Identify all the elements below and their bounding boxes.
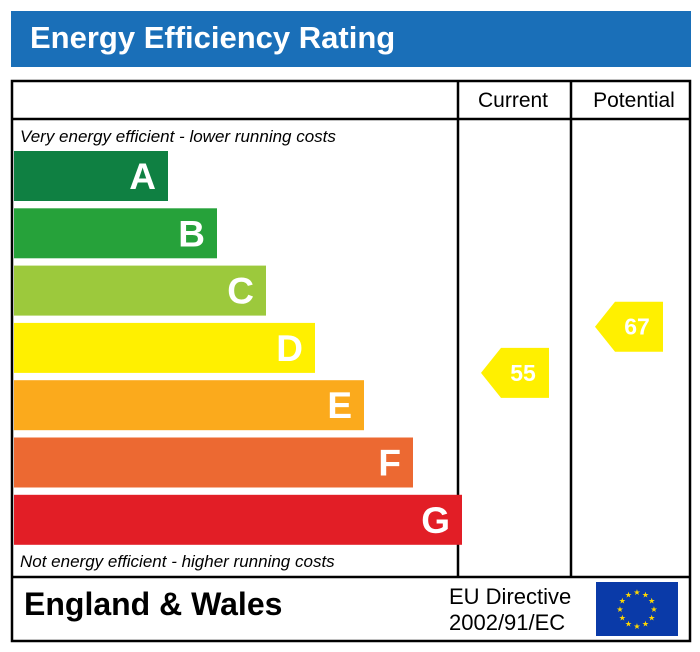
band-b [14, 208, 217, 259]
band-letter-d: D [276, 328, 303, 369]
current-rating-arrow [481, 347, 549, 398]
eu-directive-line2: 2002/91/EC [449, 610, 566, 635]
chart-header: Energy Efficiency Rating [11, 11, 691, 67]
eu-star: ★ [619, 597, 626, 606]
eu-star: ★ [642, 620, 649, 629]
eu-star: ★ [650, 605, 657, 614]
column-header-potential: Potential [593, 89, 675, 112]
eu-directive-line1: EU Directive [449, 584, 572, 609]
bottom-note: Not energy efficient - higher running co… [20, 552, 335, 571]
band-f [14, 437, 413, 488]
eu-flag-stars: ★ ★★★★★★★★★★★ [616, 588, 657, 631]
band-c [14, 265, 266, 316]
eu-star: ★ [633, 588, 640, 597]
eu-star: ★ [642, 590, 649, 599]
eu-star: ★ [648, 597, 655, 606]
band-letter-g: G [421, 500, 450, 541]
eu-flag-icon: ★ ★ ★ ★ ★ ★ ★ ★ ★ ★ ★ ★ [596, 582, 678, 636]
eu-star: ★ [619, 614, 626, 623]
band-letter-f: F [378, 443, 401, 484]
outer-border [10, 79, 692, 643]
band-a [14, 151, 168, 201]
eu-star: ★ [625, 590, 632, 599]
eu-directive: EU Directive 2002/91/EC [449, 584, 571, 636]
band-letter-a: A [129, 156, 156, 197]
potential-rating-value: 67 [624, 314, 650, 340]
eu-star: ★ [633, 622, 640, 631]
band-letter-e: E [327, 385, 352, 426]
chart-frame [10, 79, 692, 643]
potential-rating-arrow [595, 301, 663, 352]
eu-star: ★ [625, 620, 632, 629]
current-rating-value: 55 [510, 360, 536, 386]
band-letter-b: B [178, 213, 205, 254]
band-g [14, 494, 462, 545]
rating-markers: 55 67 [481, 301, 663, 398]
band-d [14, 322, 315, 373]
column-header-current: Current [478, 89, 548, 112]
region-label: England & Wales [24, 586, 283, 622]
chart-title: Energy Efficiency Rating [30, 20, 396, 55]
eu-star: ★ [648, 614, 655, 623]
band-letter-c: C [227, 271, 254, 312]
band-e [14, 380, 364, 431]
top-note: Very energy efficient - lower running co… [20, 127, 336, 146]
eu-star: ★ [616, 605, 623, 614]
